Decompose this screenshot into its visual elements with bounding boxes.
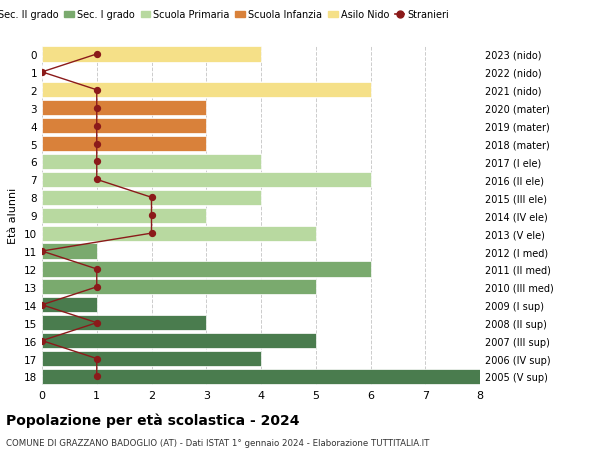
Bar [42, 190, 261, 206]
Point [92, 123, 101, 130]
Point [146, 230, 156, 237]
Y-axis label: Età alunni: Età alunni [8, 188, 19, 244]
Point [92, 87, 101, 94]
Bar [42, 333, 316, 348]
Point [92, 284, 101, 291]
Point [37, 337, 47, 345]
Point [92, 158, 101, 166]
Bar [42, 280, 316, 295]
Bar [42, 297, 97, 313]
Bar [42, 208, 206, 224]
Bar [42, 244, 97, 259]
Point [92, 105, 101, 112]
Bar [42, 262, 371, 277]
Point [92, 373, 101, 381]
Bar [42, 226, 316, 241]
Point [92, 140, 101, 148]
Bar [42, 47, 261, 62]
Point [92, 319, 101, 327]
Point [92, 266, 101, 273]
Bar [42, 155, 261, 170]
Point [92, 51, 101, 58]
Point [146, 212, 156, 219]
Point [92, 176, 101, 184]
Point [37, 302, 47, 309]
Text: Popolazione per età scolastica - 2024: Popolazione per età scolastica - 2024 [6, 413, 299, 428]
Bar [42, 101, 206, 116]
Bar [42, 119, 206, 134]
Point [92, 355, 101, 363]
Text: COMUNE DI GRAZZANO BADOGLIO (AT) - Dati ISTAT 1° gennaio 2024 - Elaborazione TUT: COMUNE DI GRAZZANO BADOGLIO (AT) - Dati … [6, 438, 430, 448]
Point [37, 69, 47, 76]
Point [146, 194, 156, 202]
Bar [42, 83, 371, 98]
Bar [42, 351, 261, 366]
Bar [42, 369, 480, 384]
Bar [42, 137, 206, 152]
Bar [42, 173, 371, 188]
Legend: Sec. II grado, Sec. I grado, Scuola Primaria, Scuola Infanzia, Asilo Nido, Stran: Sec. II grado, Sec. I grado, Scuola Prim… [0, 6, 453, 24]
Bar [42, 315, 206, 330]
Point [37, 248, 47, 255]
